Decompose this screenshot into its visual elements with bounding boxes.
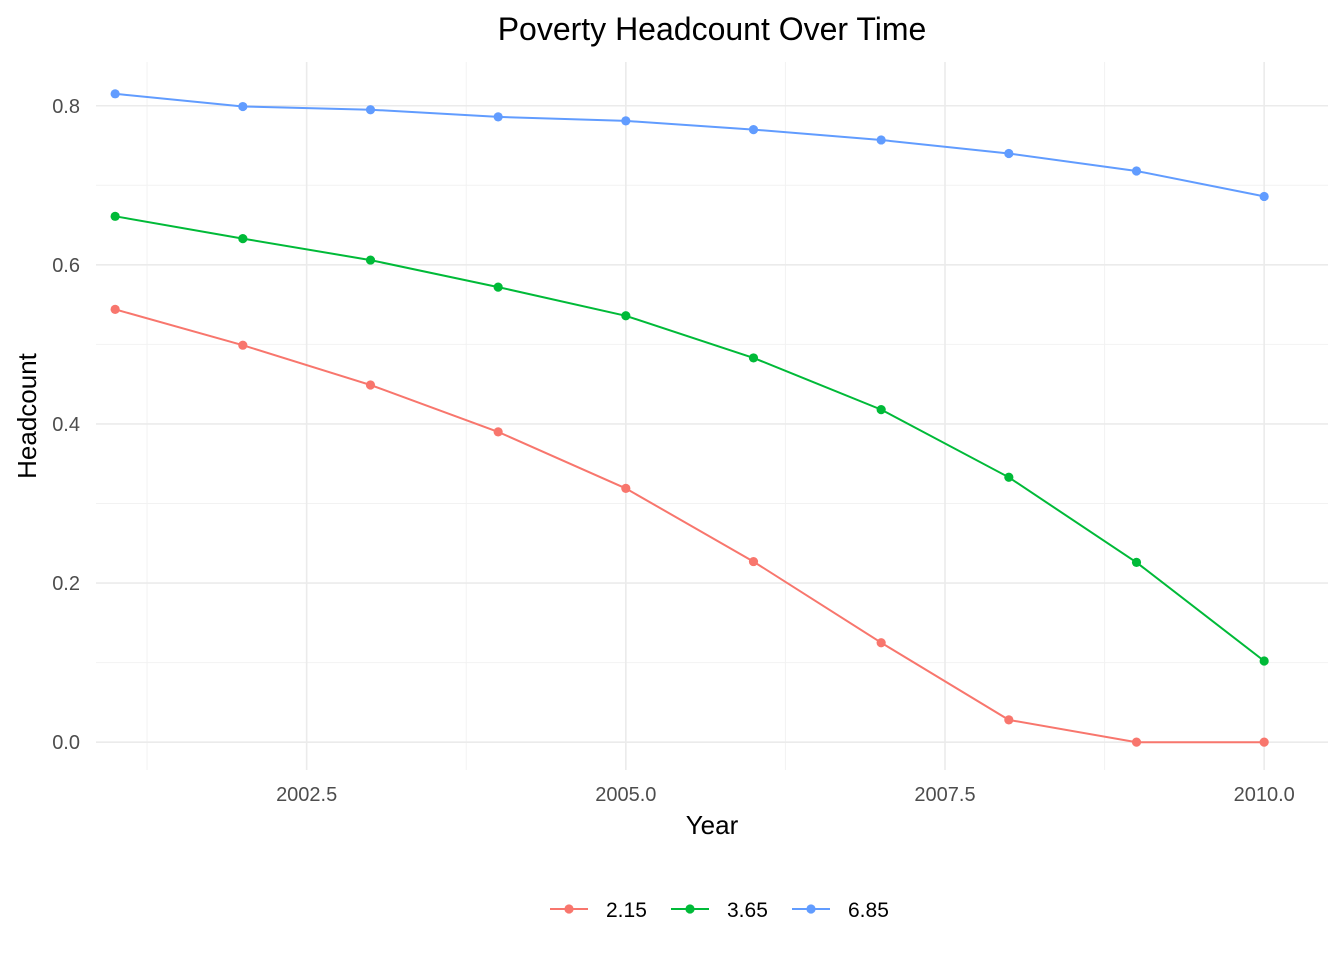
data-point-2.15 <box>1004 715 1014 725</box>
legend-key-point <box>685 904 695 914</box>
data-point-2.15 <box>1259 737 1269 747</box>
data-point-6.85 <box>1131 166 1142 176</box>
data-point-3.65 <box>876 405 886 415</box>
x-axis-title: Year <box>686 810 739 840</box>
data-point-2.15 <box>238 340 248 350</box>
data-point-2.15 <box>110 304 120 315</box>
data-point-6.85 <box>621 116 631 126</box>
y-tick-label: 0.2 <box>52 573 80 595</box>
y-axis-title: Headcount <box>12 352 42 479</box>
x-tick-label: 2007.5 <box>914 784 975 806</box>
data-point-3.65 <box>110 211 120 221</box>
data-point-3.65 <box>1131 557 1142 567</box>
data-point-6.85 <box>365 105 376 115</box>
series-lines <box>114 92 1265 744</box>
legend-key-point <box>564 904 574 914</box>
legend-label: 6.85 <box>848 899 889 922</box>
legend-item-3.65: 3.65 <box>671 899 768 922</box>
legend: 2.15 3.65 6.85 <box>550 899 889 922</box>
legend-label: 2.15 <box>606 899 647 922</box>
data-point-3.65 <box>1259 656 1269 666</box>
legend-key-point <box>806 904 816 914</box>
y-tick-label: 0.6 <box>52 255 80 277</box>
data-point-3.65 <box>1004 472 1014 482</box>
data-point-6.85 <box>1259 191 1269 202</box>
legend-item-2.15: 2.15 <box>550 899 647 922</box>
data-point-3.65 <box>621 311 631 321</box>
legend-item-6.85: 6.85 <box>792 899 889 922</box>
data-point-6.85 <box>748 125 759 135</box>
x-tick-label: 2010.0 <box>1234 784 1295 806</box>
chart-title: Poverty Headcount Over Time <box>498 11 927 47</box>
data-point-2.15 <box>365 380 376 390</box>
data-point-3.65 <box>493 282 503 292</box>
data-point-2.15 <box>876 638 886 648</box>
legend-label: 3.65 <box>727 899 768 922</box>
data-point-2.15 <box>621 483 631 493</box>
data-point-3.65 <box>748 353 759 363</box>
data-point-3.65 <box>238 234 248 244</box>
y-tick-label: 0.0 <box>52 732 80 754</box>
data-point-6.85 <box>238 101 248 112</box>
series-line-6.85 <box>115 92 1265 198</box>
data-point-2.15 <box>748 556 759 567</box>
x-tick-label: 2002.5 <box>276 784 337 806</box>
minor-gridlines <box>96 62 1328 770</box>
x-tick-label: 2005.0 <box>595 784 656 806</box>
data-point-2.15 <box>493 427 503 437</box>
data-point-6.85 <box>110 89 120 99</box>
data-point-3.65 <box>365 255 376 265</box>
data-point-6.85 <box>493 112 503 122</box>
data-point-6.85 <box>1004 148 1014 159</box>
series-line-2.15 <box>114 308 1265 744</box>
tick-labels: 2002.5 2005.0 2007.5 2010.0 0.0 0.2 0.4 0.6 0.8 <box>52 96 1295 806</box>
series-line-3.65 <box>115 215 1265 662</box>
series-points <box>110 89 1269 747</box>
y-tick-label: 0.8 <box>52 96 80 118</box>
data-point-6.85 <box>876 135 886 145</box>
y-tick-label: 0.4 <box>52 414 80 436</box>
major-gridlines <box>96 62 1328 770</box>
data-point-2.15 <box>1131 737 1142 747</box>
